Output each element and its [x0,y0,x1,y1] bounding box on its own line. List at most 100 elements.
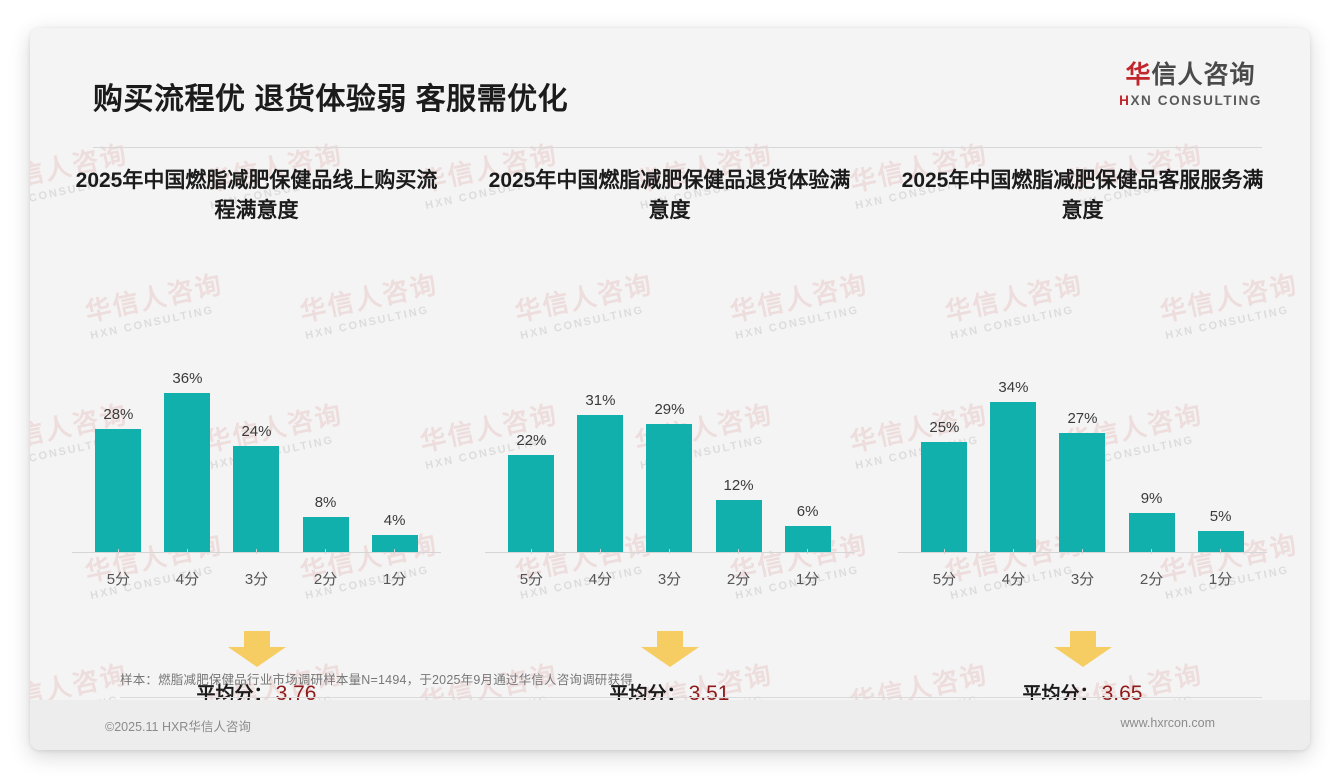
axis-tick-slot [1188,549,1253,554]
bar-column[interactable]: 25% [912,318,977,553]
bar-value-label: 5% [1209,508,1232,525]
chart-panel-1: 2025年中国燃脂减肥保健品线上购买流程满意度 28% 36% 24% 8% 4% 5分 4分… [50,166,463,717]
chart-title: 2025年中国燃脂减肥保健品线上购买流程满意度 [75,169,438,223]
brand-logo: 华信人咨询 HXN CONSULTING [1119,61,1262,108]
slide-footer: ©2025.11 HXR华信人咨询 www.hxrcon.com [30,700,1310,750]
bar-rect[interactable] [508,455,555,553]
axis-tick-slot [86,549,151,554]
axis-tick-slot [706,549,771,554]
bar-rect[interactable] [1059,433,1106,553]
average-score-text: 平均分： 3.76 [196,682,317,705]
logo-english-text: HXN CONSULTING [1119,92,1262,108]
bar-column[interactable]: 31% [568,318,633,553]
bar-value-label: 28% [103,406,134,423]
category-label: 5分 [106,571,131,588]
bar-rect[interactable] [1197,531,1244,553]
axis-tick-slot [1050,549,1115,554]
bar-rect[interactable] [1128,513,1175,553]
axis-tick-slot [981,549,1046,554]
axis-tick-slot [293,549,358,554]
header-divider [93,147,1262,148]
axis-tick [255,549,257,554]
axis-tick-slot [499,549,564,554]
category-label: 1分 [382,571,407,588]
axis-ticks [86,549,427,554]
axis-tick-slot [1119,549,1184,554]
axis-tick-slot [224,549,289,554]
bar-value-label: 27% [1067,410,1098,427]
bar-column[interactable]: 4% [362,318,427,553]
axis-tick [668,549,670,554]
bar-column[interactable]: 8% [293,318,358,553]
category-labels: 5分 4分 3分 2分 1分 [499,568,840,589]
bar-rect[interactable] [921,442,968,553]
bar-column[interactable]: 9% [1119,318,1184,553]
bar-column[interactable]: 5% [1188,318,1253,553]
website-link[interactable]: www.hxrcon.com [1120,716,1215,730]
axis-tick [186,549,188,554]
chart-title: 2025年中国燃脂减肥保健品退货体验满意度 [488,169,851,223]
bar-value-label: 36% [172,370,203,387]
slide-header: 购买流程优 退货体验弱 客服需优化 华信人咨询 HXN CONSULTING [30,28,1310,122]
bar-column[interactable]: 27% [1050,318,1115,553]
charts-row: 2025年中国燃脂减肥保健品线上购买流程满意度 28% 36% 24% 8% 4% 5分 4分… [50,166,1290,717]
average-score-block: 平均分： 3.51 [463,631,876,717]
bar-rect[interactable] [233,446,280,553]
axis-tick [599,549,601,554]
chart-plot-area: 28% 36% 24% 8% 4% 5分 4分 3分 2分 1分 [50,283,463,588]
bar-rect[interactable] [715,500,762,553]
bar-value-label: 29% [654,401,685,418]
category-label: 4分 [175,571,200,588]
category-labels: 5分 4分 3分 2分 1分 [912,568,1253,589]
chart-plot-area: 22% 31% 29% 12% 6% 5分 4分 3分 2分 1分 [463,283,876,588]
average-score-value: 3.65 [1101,682,1143,705]
chart-panel-3: 2025年中国燃脂减肥保健品客服服务满意度 25% 34% 27% 9% 5% 5分 4分 3分… [876,166,1289,717]
down-arrow-icon [1053,631,1112,667]
category-label: 3分 [1070,571,1095,588]
chart-plot-area: 25% 34% 27% 9% 5% 5分 4分 3分 2分 1分 [876,283,1289,588]
bar-rect[interactable] [371,535,418,553]
bar-value-label: 22% [516,432,547,449]
axis-ticks [499,549,840,554]
chart-title: 2025年中国燃脂减肥保健品客服服务满意度 [901,169,1264,223]
bar-value-label: 25% [929,419,960,436]
bar-column[interactable]: 6% [775,318,840,553]
average-score-block: 平均分： 3.76 [50,631,463,717]
bar-rect[interactable] [302,517,349,553]
bar-column[interactable]: 12% [706,318,771,553]
bar-column[interactable]: 29% [637,318,702,553]
bar-value-label: 9% [1140,490,1163,507]
bar-value-label: 24% [241,423,272,440]
axis-tick [1081,549,1083,554]
bar-rect[interactable] [990,402,1037,553]
bar-rect[interactable] [646,424,693,553]
category-label: 3分 [657,571,682,588]
source-footnote: 样本：燃脂减肥保健品行业市场调研样本量N=1494，于2025年9月通过华信人咨… [120,673,633,687]
category-label: 5分 [519,571,544,588]
bar-rect[interactable] [784,526,831,553]
bar-value-label: 6% [796,503,819,520]
average-score-value: 3.51 [688,682,730,705]
category-label: 2分 [1139,571,1164,588]
axis-tick [325,549,327,554]
bar-value-label: 8% [314,494,337,511]
bar-column[interactable]: 36% [155,318,220,553]
axis-tick [738,549,740,554]
bar-rect[interactable] [95,429,142,553]
category-label: 1分 [1208,571,1233,588]
bar-rect[interactable] [577,415,624,553]
axis-tick [394,549,396,554]
bar-rect[interactable] [164,393,211,553]
bar-column[interactable]: 24% [224,318,289,553]
axis-tick-slot [775,549,840,554]
bar-value-label: 34% [998,379,1029,396]
bar-column[interactable]: 28% [86,318,151,553]
axis-tick [1012,549,1014,554]
average-score-value: 3.76 [275,682,317,705]
bar-column[interactable]: 34% [981,318,1046,553]
axis-tick [943,549,945,554]
bar-column[interactable]: 22% [499,318,564,553]
footnote-divider [120,697,1262,698]
axis-ticks [912,549,1253,554]
